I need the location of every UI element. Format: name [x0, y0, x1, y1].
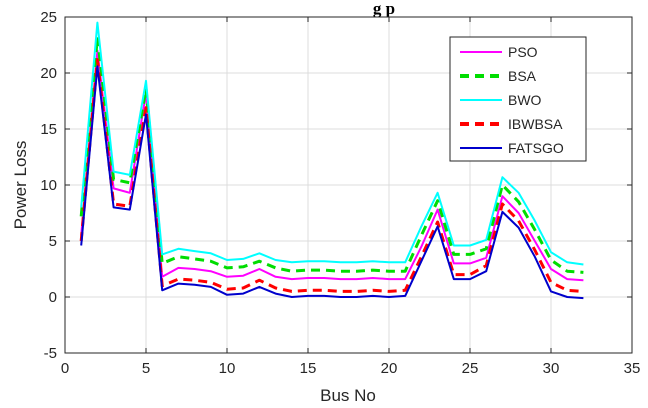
series-line-bsa — [79, 35, 584, 274]
y-axis-label: Power Loss — [11, 141, 30, 230]
legend-label-ibwbsa: IBWBSA — [508, 116, 563, 132]
legend: PSO BSA BWO IBWBSA FATSGO — [449, 36, 587, 162]
series-line-bwo — [80, 21, 584, 266]
chart-title-fragment: g p — [373, 0, 395, 18]
x-tick-label: 5 — [142, 360, 150, 377]
y-tick-label: -5 — [44, 345, 57, 362]
y-tick-label: 25 — [40, 9, 57, 26]
legend-label-bwo: BWO — [508, 92, 542, 108]
y-tick-label: 5 — [49, 233, 57, 250]
series-line-fatsgo — [80, 65, 584, 300]
series-line-pso — [80, 49, 584, 282]
x-tick-label: 15 — [300, 360, 317, 377]
x-tick-label: 0 — [61, 360, 69, 377]
x-tick-label: 25 — [462, 360, 479, 377]
y-tick-label: 20 — [40, 65, 57, 82]
y-tick-label: 10 — [40, 177, 57, 194]
x-tick-label: 35 — [624, 360, 641, 377]
x-axis-label: Bus No — [320, 386, 376, 405]
legend-label-fatsgo: FATSGO — [508, 140, 564, 156]
series-layer — [79, 21, 584, 300]
x-tick-label: 20 — [381, 360, 398, 377]
series-line-ibwbsa — [79, 58, 584, 293]
y-tick-label: 0 — [49, 289, 57, 306]
x-tick-label: 10 — [219, 360, 236, 377]
legend-label-bsa: BSA — [508, 68, 537, 84]
x-tick-label: 30 — [543, 360, 560, 377]
y-tick-label: 15 — [40, 121, 57, 138]
legend-label-pso: PSO — [508, 44, 538, 60]
